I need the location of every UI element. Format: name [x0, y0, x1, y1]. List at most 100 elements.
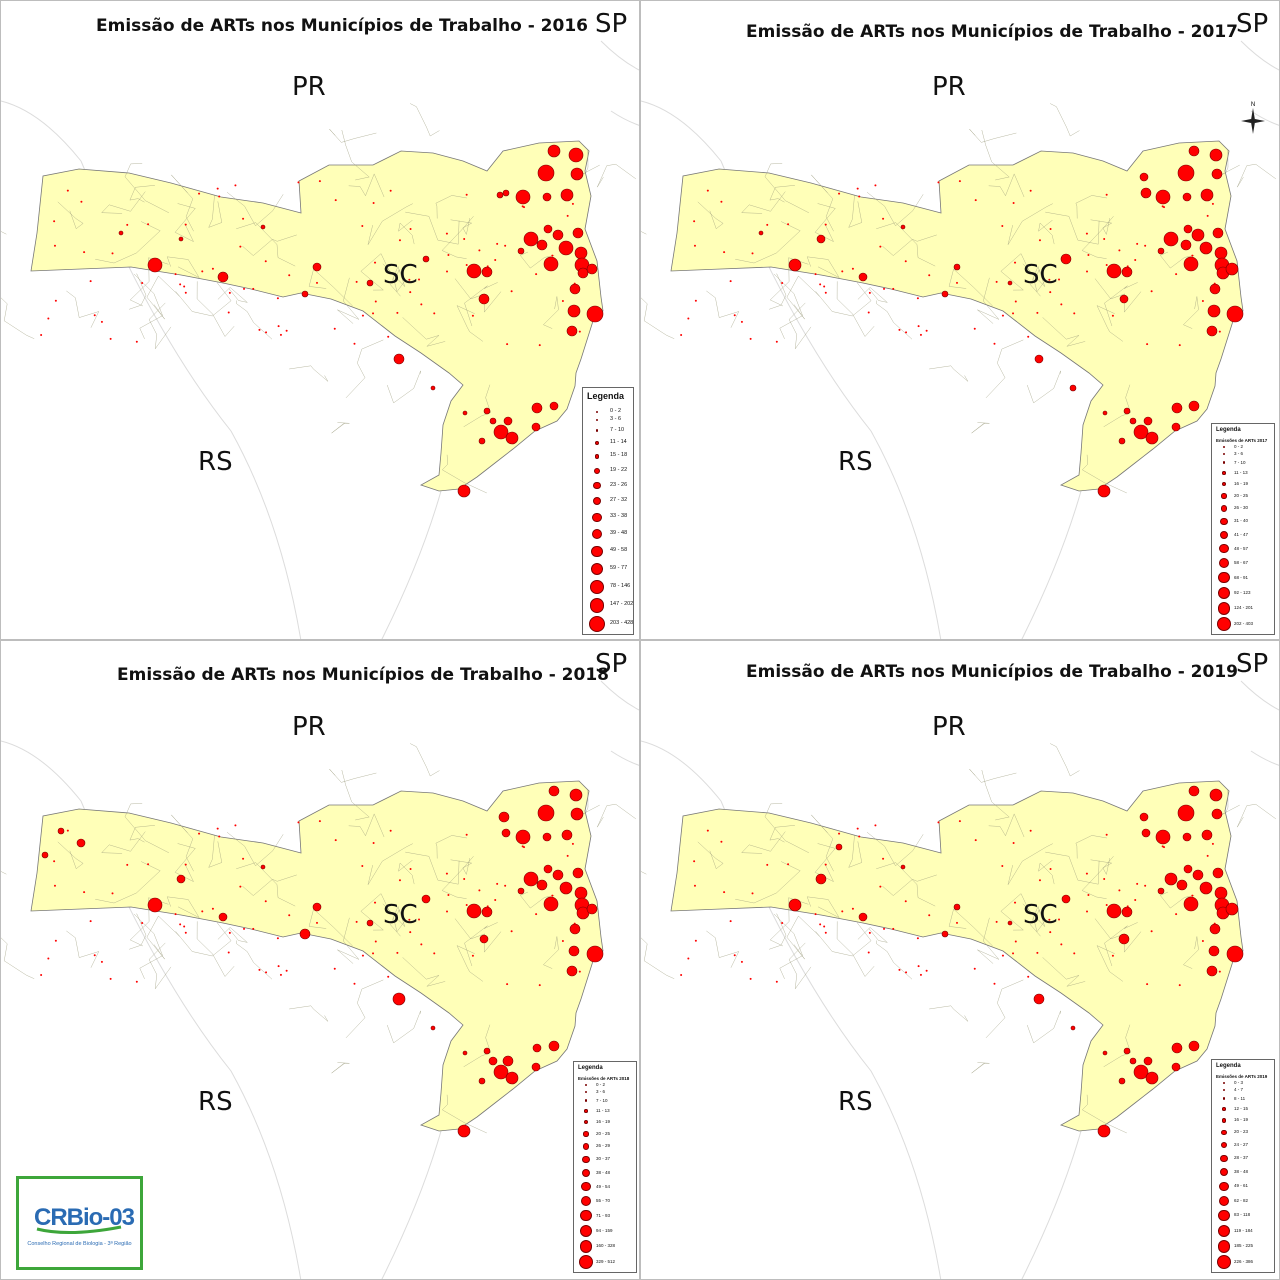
municipality-boundary: [788, 302, 812, 350]
municipality-boundary: [969, 128, 1017, 143]
ars-symbol: [1033, 993, 1045, 1005]
municipality-boundary: [1, 871, 7, 875]
ars-symbol-small: [54, 939, 57, 942]
municipality-boundary: [1104, 922, 1138, 967]
municipality-boundary: [236, 222, 296, 267]
ars-symbol: [1209, 283, 1221, 295]
municipality-boundary: [1042, 957, 1086, 987]
municipality-boundary: [1081, 216, 1114, 259]
ars-symbol: [788, 258, 802, 272]
ars-symbol-small: [1060, 943, 1063, 946]
ars-symbol-small: [898, 968, 901, 971]
ars-symbol: [531, 422, 541, 432]
municipality-boundary: [196, 281, 235, 337]
ars-symbol: [536, 239, 548, 251]
ars-symbol-small: [111, 252, 114, 255]
municipality-boundary: [706, 930, 740, 968]
legend-label: 48 - 57: [1234, 545, 1249, 551]
municipality-boundary: [337, 277, 360, 324]
ars-symbol: [393, 353, 405, 365]
ars-symbol-small: [135, 340, 138, 343]
legend-title: Legenda: [1216, 1063, 1241, 1069]
legend-label: 0 - 2: [610, 408, 622, 414]
ars-symbol-small: [523, 846, 526, 849]
municipality-boundary: [1237, 164, 1277, 188]
municipality-boundary: [1000, 253, 1031, 291]
ars-symbol: [1102, 410, 1108, 416]
ars-symbol-small: [1178, 344, 1181, 347]
legend-symbol: [1217, 1255, 1231, 1269]
ars-symbol-small: [276, 297, 279, 300]
ars-symbol-small: [353, 982, 356, 985]
legend-symbol: [1218, 1195, 1229, 1206]
ars-symbol-small: [252, 927, 255, 930]
municipality-boundary: [1027, 1010, 1061, 1044]
ars-symbol: [568, 147, 584, 163]
ars-symbol: [1119, 294, 1129, 304]
ars-symbol-small: [879, 245, 882, 248]
municipality-boundary: [641, 231, 647, 235]
ars-symbol-small: [819, 283, 822, 286]
municipality-boundary: [129, 273, 147, 310]
ars-symbol-small: [216, 827, 219, 830]
ars-symbol-small: [40, 334, 43, 337]
legend-label: 26 - 29: [596, 1143, 611, 1149]
ars-symbol: [176, 874, 186, 884]
municipality-boundary: [405, 851, 460, 885]
ars-symbol-small: [478, 889, 481, 892]
ars-symbol-small: [1001, 314, 1004, 317]
ars-symbol: [489, 417, 497, 425]
ars-symbol-small: [814, 913, 817, 916]
ars-symbol-small: [1029, 829, 1032, 832]
ars-symbol-small: [1144, 244, 1147, 247]
municipality-boundary: [641, 871, 647, 875]
municipality-boundary: [981, 129, 1010, 181]
ars-symbol: [559, 881, 573, 895]
legend-symbol: [1217, 601, 1231, 615]
ars-symbol-small: [892, 287, 895, 290]
legend-symbol: [591, 528, 603, 540]
municipality-boundary: [969, 768, 1017, 783]
ars-symbol-small: [372, 842, 375, 845]
ars-symbol-small: [239, 885, 242, 888]
ars-symbol-small: [198, 832, 201, 835]
municipality-boundary: [329, 768, 377, 783]
ars-symbol-small: [824, 223, 827, 226]
municipality-boundary: [382, 263, 405, 297]
municipality-boundary: [57, 201, 84, 229]
municipality-boundary: [697, 201, 724, 229]
ars-symbol: [1214, 246, 1228, 260]
ars-symbol-small: [1087, 254, 1090, 257]
legend-label: 16 - 19: [1234, 1117, 1249, 1123]
label-sc: SC: [383, 260, 418, 290]
ars-symbol-small: [578, 330, 581, 333]
ars-symbol-small: [1201, 940, 1204, 943]
municipality-boundary: [788, 942, 812, 990]
municipality-boundary: [1237, 804, 1277, 828]
ars-symbol: [572, 867, 584, 879]
ars-symbol: [577, 267, 589, 279]
ars-symbol: [574, 886, 588, 900]
ars-symbol-small: [928, 274, 931, 277]
municipality-boundary: [95, 861, 161, 904]
ars-symbol-small: [892, 927, 895, 930]
ars-symbol-small: [838, 192, 841, 195]
ars-symbol: [505, 1071, 519, 1085]
legend-label: 0 - 2: [1234, 444, 1244, 449]
ars-symbol-small: [396, 311, 399, 314]
legend-symbol: [1223, 446, 1226, 449]
legend-label: 19 - 22: [610, 466, 628, 473]
ars-symbol-small: [538, 344, 541, 347]
municipality-boundary: [985, 339, 1024, 399]
legend-label: 15 - 18: [610, 452, 628, 459]
municipality-boundary: [393, 269, 406, 293]
municipality-boundary: [1082, 454, 1127, 494]
municipality-boundary: [226, 192, 284, 227]
coast-line: [381, 1130, 442, 1279]
legend-symbol: [1221, 1118, 1227, 1123]
ars-symbol-small: [355, 920, 358, 923]
ars-symbol-small: [1038, 879, 1041, 882]
label-rs: RS: [838, 447, 873, 477]
ars-symbol-small: [1218, 970, 1221, 973]
ars-symbol-small: [1049, 931, 1052, 934]
